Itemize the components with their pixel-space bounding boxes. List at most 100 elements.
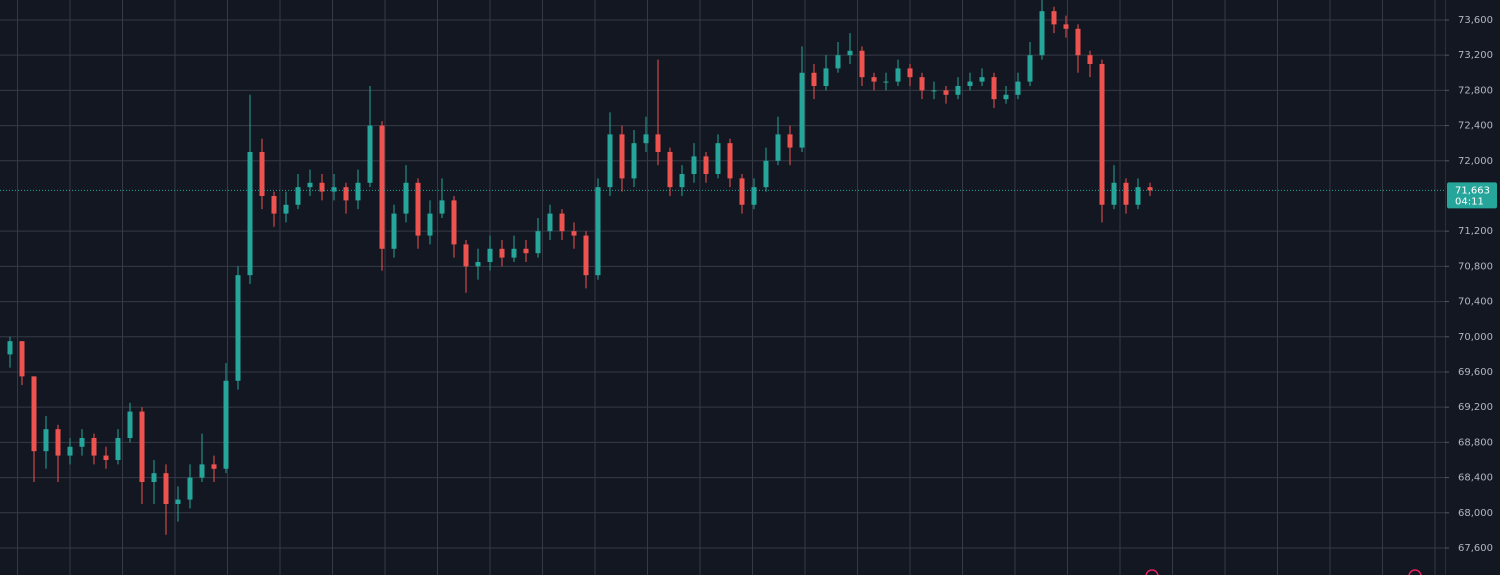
candle-body	[967, 81, 973, 86]
candle-body	[523, 248, 529, 254]
y-tick-label: 68,000	[1458, 508, 1493, 519]
candle-body	[403, 182, 409, 214]
candle-body	[235, 275, 241, 381]
candle-body	[751, 187, 757, 205]
candle-body	[247, 151, 253, 276]
candle-body	[1123, 182, 1129, 205]
candle-body	[319, 182, 325, 192]
candle-body	[583, 235, 589, 276]
y-tick-label: 72,000	[1458, 156, 1493, 167]
candle-body	[43, 429, 49, 452]
candle-body	[451, 200, 457, 245]
candle-body	[151, 473, 157, 482]
candle-body	[883, 81, 889, 83]
candle-body	[199, 464, 205, 478]
candle-body	[1027, 55, 1033, 82]
candle-body	[847, 50, 853, 56]
candle-body	[187, 477, 193, 500]
candle-body	[295, 187, 301, 205]
candle-body	[679, 173, 685, 188]
candle-body	[943, 90, 949, 95]
candle-body	[1099, 63, 1105, 205]
candle-body	[787, 134, 793, 148]
candle-body	[7, 341, 13, 355]
candle-body	[1063, 24, 1069, 29]
candle-body	[67, 446, 73, 456]
candle-body	[775, 134, 781, 161]
candle-body	[931, 90, 937, 92]
candle-body	[811, 72, 817, 86]
candle-body	[367, 125, 373, 183]
y-tick-label: 69,200	[1458, 402, 1493, 413]
candle-body	[427, 213, 433, 236]
candle-body	[55, 429, 61, 456]
candle-body	[475, 261, 481, 267]
candle-body	[859, 50, 865, 78]
candle-body	[511, 248, 517, 258]
candle-body	[799, 72, 805, 148]
candle-body	[727, 143, 733, 179]
candle-body	[1135, 187, 1141, 205]
candle-body	[1015, 81, 1021, 95]
event-marker[interactable]	[1408, 569, 1422, 575]
candle-body	[1003, 94, 1009, 100]
candle-body	[835, 55, 841, 69]
candle-body	[379, 125, 385, 249]
y-tick-label: 72,400	[1458, 121, 1493, 132]
candle-body	[355, 182, 361, 201]
candle-body	[223, 380, 229, 469]
countdown-label: 04:11	[1455, 196, 1484, 207]
candle-body	[19, 341, 25, 377]
candle-body	[79, 437, 85, 447]
candle-body	[991, 77, 997, 100]
candle-body	[271, 195, 277, 214]
candle-body	[127, 411, 133, 438]
candle-body	[763, 160, 769, 188]
candle-body	[91, 437, 97, 456]
candle-body	[343, 187, 349, 201]
event-marker[interactable]	[1145, 569, 1159, 575]
candle-body	[175, 499, 181, 504]
candle-body	[487, 248, 493, 262]
last-price-label: 71,663	[1455, 185, 1490, 196]
y-tick-label: 68,800	[1458, 437, 1493, 448]
y-tick-label: 67,600	[1458, 543, 1493, 554]
candle-body	[619, 134, 625, 179]
candle-body	[331, 187, 337, 192]
candle-body	[259, 151, 265, 196]
y-tick-label: 73,200	[1458, 50, 1493, 61]
candle-body	[595, 187, 601, 276]
y-tick-label: 71,200	[1458, 226, 1493, 237]
y-tick-label: 68,400	[1458, 473, 1493, 484]
candle-body	[1051, 11, 1057, 25]
candle-body	[499, 248, 505, 258]
candle-body	[607, 134, 613, 188]
candle-body	[739, 178, 745, 205]
candle-body	[1075, 28, 1081, 56]
candle-body	[955, 85, 961, 95]
candle-body	[715, 143, 721, 174]
candle-body	[307, 182, 313, 188]
candle-body	[31, 376, 37, 452]
candle-body	[655, 134, 661, 152]
candle-body	[439, 200, 445, 214]
candle-body	[547, 213, 553, 232]
candle-body	[871, 77, 877, 82]
y-tick-label: 69,600	[1458, 367, 1493, 378]
candle-body	[163, 473, 169, 504]
y-tick-label: 70,800	[1458, 261, 1493, 272]
candle-body	[463, 244, 469, 267]
candle-body	[391, 213, 397, 249]
candle-body	[667, 151, 673, 188]
candle-body	[1111, 182, 1117, 205]
y-tick-label: 72,800	[1458, 85, 1493, 96]
candle-body	[703, 156, 709, 174]
candle-body	[979, 77, 985, 82]
candle-body	[919, 77, 925, 91]
last-price-box	[1447, 182, 1497, 209]
y-tick-label: 70,000	[1458, 332, 1493, 343]
candle-body	[139, 411, 145, 482]
candle-body	[1087, 55, 1093, 64]
candle-body	[1147, 187, 1153, 191]
